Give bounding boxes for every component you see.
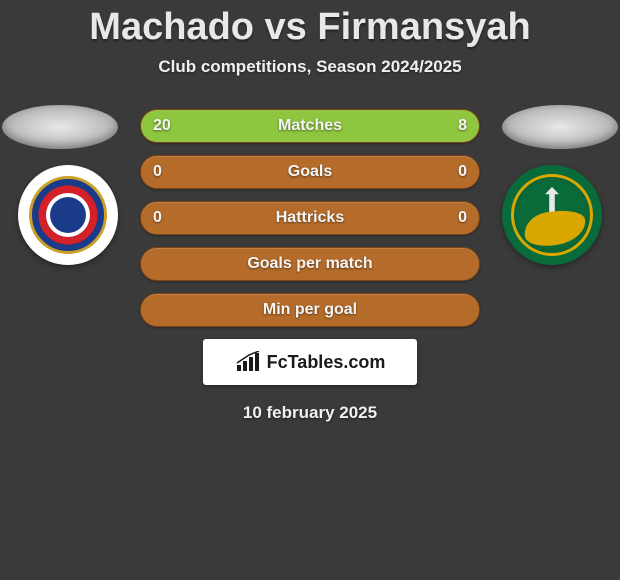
brand-text: FcTables.com — [267, 352, 386, 373]
stat-label: Goals per match — [141, 248, 479, 280]
stat-label: Hattricks — [141, 202, 479, 234]
stat-value-right: 8 — [458, 110, 467, 142]
stat-label: Min per goal — [141, 294, 479, 326]
bar-chart-icon — [235, 351, 261, 373]
stat-row-matches: 20 Matches 8 — [140, 109, 480, 143]
stat-row-min-per-goal: Min per goal — [140, 293, 480, 327]
player-left-silhouette — [2, 105, 118, 149]
stat-row-hattricks: 0 Hattricks 0 — [140, 201, 480, 235]
persija-logo-icon — [29, 176, 107, 254]
stat-row-goals-per-match: Goals per match — [140, 247, 480, 281]
subtitle: Club competitions, Season 2024/2025 — [0, 57, 620, 77]
comparison-area: 20 Matches 8 0 Goals 0 0 Hattricks 0 Goa… — [0, 109, 620, 423]
stat-bars: 20 Matches 8 0 Goals 0 0 Hattricks 0 Goa… — [140, 109, 480, 327]
date-text: 10 february 2025 — [0, 403, 620, 423]
page-title: Machado vs Firmansyah — [0, 0, 620, 49]
stat-value-right: 0 — [458, 156, 467, 188]
player-right-silhouette — [502, 105, 618, 149]
persebaya-logo-icon — [511, 174, 593, 256]
club-logo-left — [18, 165, 118, 265]
stat-row-goals: 0 Goals 0 — [140, 155, 480, 189]
club-logo-right — [502, 165, 602, 265]
stat-value-right: 0 — [458, 202, 467, 234]
stat-label: Matches — [141, 110, 479, 142]
stat-label: Goals — [141, 156, 479, 188]
brand-box: FcTables.com — [203, 339, 417, 385]
